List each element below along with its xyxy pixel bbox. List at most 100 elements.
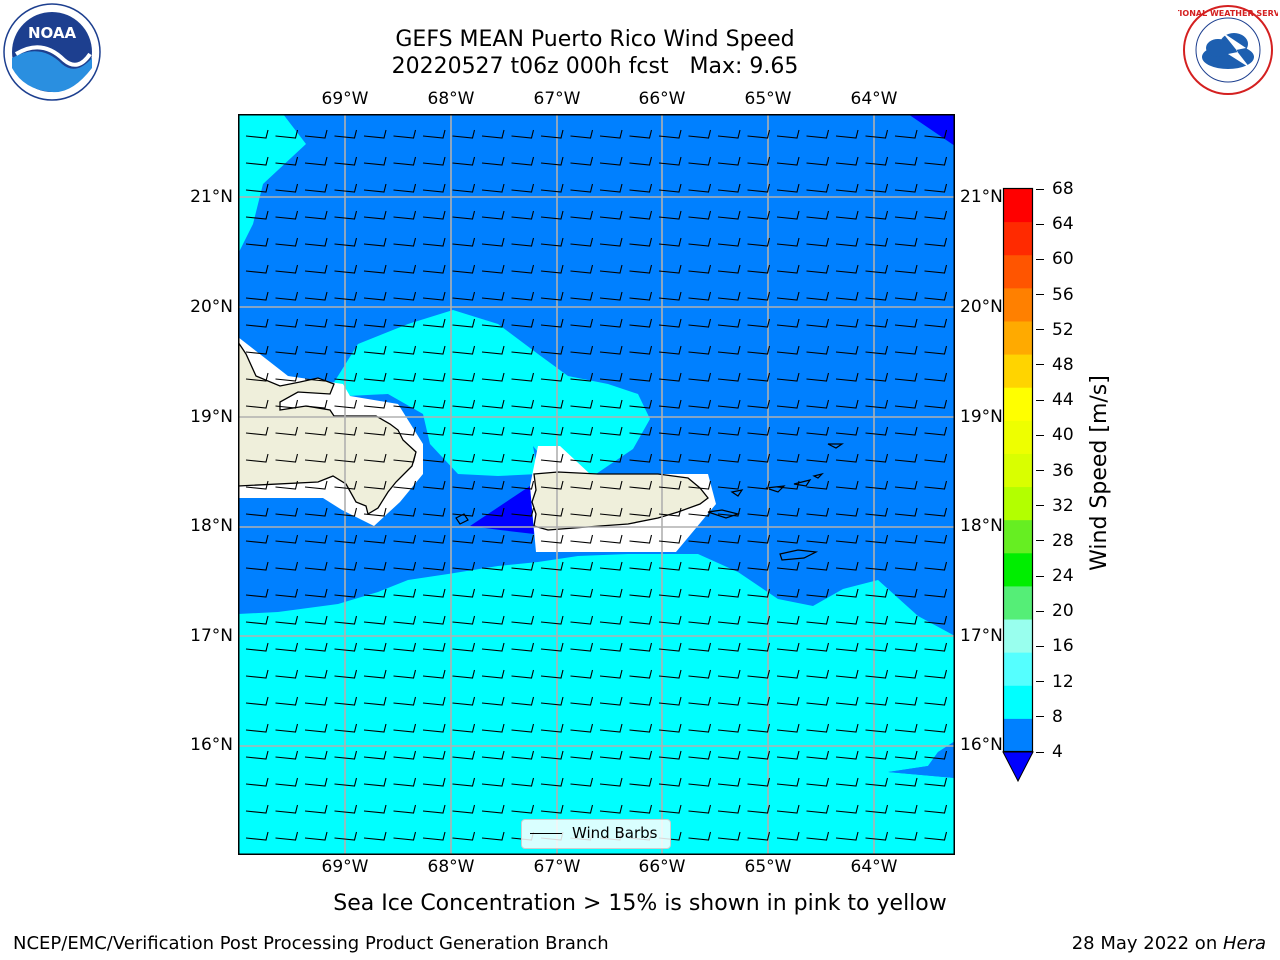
- wind-barb: [363, 561, 387, 571]
- wind-barb: [481, 750, 505, 760]
- wind-barb: [865, 750, 889, 760]
- wind-barb: [245, 777, 269, 787]
- wind-barb: [717, 156, 741, 166]
- wind-barb: [688, 831, 712, 841]
- wind-barb: [540, 183, 564, 193]
- wind-barb: [540, 534, 564, 544]
- lon-tick-bottom: 68°W: [427, 857, 475, 877]
- wind-barb: [511, 237, 535, 247]
- wind-barb: [481, 291, 505, 301]
- wind-barb: [363, 804, 387, 814]
- wind-barb: [363, 534, 387, 544]
- wind-barb: [806, 426, 830, 436]
- wind-barb: [747, 804, 771, 814]
- wind-barb: [776, 129, 800, 139]
- wind-barb: [747, 669, 771, 679]
- wind-barb: [540, 372, 564, 382]
- wind-barb: [422, 372, 446, 382]
- wind-barb: [658, 480, 682, 490]
- wind-barb: [334, 453, 358, 463]
- wind-barb: [599, 804, 623, 814]
- wind-barb: [570, 345, 594, 355]
- wind-barb: [511, 723, 535, 733]
- wind-barb: [452, 777, 476, 787]
- wind-barb: [658, 507, 682, 517]
- wind-barb: [481, 588, 505, 598]
- wind-barb: [688, 426, 712, 436]
- wind-barb: [393, 453, 417, 463]
- wind-barb: [894, 210, 918, 220]
- wind-barb: [747, 588, 771, 598]
- wind-barb: [422, 696, 446, 706]
- wind-barb: [275, 507, 299, 517]
- wind-barb: [747, 723, 771, 733]
- wind-barb: [511, 210, 535, 220]
- wind-barb: [452, 750, 476, 760]
- wind-barb: [304, 804, 328, 814]
- wind-barb: [835, 345, 859, 355]
- colorbar-tick-mark: [1036, 434, 1044, 436]
- wind-barb: [629, 723, 653, 733]
- wind-barb: [747, 534, 771, 544]
- colorbar-tick-mark: [1036, 258, 1044, 260]
- wind-barb: [688, 480, 712, 490]
- wind-barb: [835, 291, 859, 301]
- wind-barb: [599, 210, 623, 220]
- wind-barb: [393, 318, 417, 328]
- sea-ice-note: Sea Ice Concentration > 15% is shown in …: [333, 891, 947, 916]
- wind-barb: [334, 318, 358, 328]
- wind-barb: [422, 399, 446, 409]
- wind-barb: [599, 453, 623, 463]
- wind-barb: [452, 534, 476, 544]
- wind-barb: [629, 372, 653, 382]
- wind-barb: [629, 561, 653, 571]
- wind-barb: [334, 561, 358, 571]
- wind-barb: [245, 129, 269, 139]
- wind-barb: [835, 129, 859, 139]
- wind-barb: [629, 480, 653, 490]
- wind-barb: [422, 750, 446, 760]
- wind-barb: [452, 129, 476, 139]
- wind-barb: [452, 426, 476, 436]
- wind-barb: [776, 534, 800, 544]
- wind-barb: [717, 561, 741, 571]
- colorbar-band: [1004, 354, 1032, 389]
- colorbar-band: [1004, 553, 1032, 587]
- wind-barb: [304, 480, 328, 490]
- wind-barb: [540, 318, 564, 328]
- wind-4-8-patch-se: [888, 744, 955, 778]
- wind-barb: [304, 210, 328, 220]
- wind-barb: [894, 399, 918, 409]
- wind-barb: [658, 291, 682, 301]
- wind-barb: [658, 237, 682, 247]
- wind-barb: [658, 129, 682, 139]
- wind-barb: [717, 534, 741, 544]
- wind-barb: [688, 723, 712, 733]
- colorbar-band: [1004, 652, 1032, 687]
- wind-barb: [776, 777, 800, 787]
- wind-barb: [334, 129, 358, 139]
- wind-barb: [452, 561, 476, 571]
- wind-barb: [747, 453, 771, 463]
- wind-barb: [422, 345, 446, 355]
- wind-barb: [245, 507, 269, 517]
- wind-barb: [894, 588, 918, 598]
- wind-barb: [275, 291, 299, 301]
- colorbar-band: [1004, 321, 1032, 356]
- wind-barb: [717, 723, 741, 733]
- wind-barb: [481, 831, 505, 841]
- wind-barb: [835, 669, 859, 679]
- wind-barb: [894, 831, 918, 841]
- wind-barb: [806, 345, 830, 355]
- wind-barb: [452, 156, 476, 166]
- wind-barb: [747, 156, 771, 166]
- wind-barb: [894, 642, 918, 652]
- wind-barb: [688, 750, 712, 760]
- wind-barb: [835, 615, 859, 625]
- wind-barb: [334, 345, 358, 355]
- wind-barb: [924, 318, 948, 328]
- wind-barb: [422, 129, 446, 139]
- wind-barb: [422, 507, 446, 517]
- wind-barb: [481, 129, 505, 139]
- wind-barb: [924, 453, 948, 463]
